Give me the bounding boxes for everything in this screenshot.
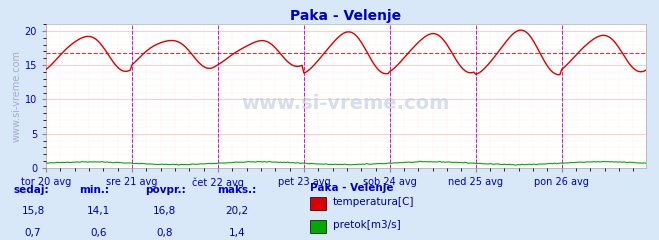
Text: 14,1: 14,1 bbox=[87, 206, 111, 216]
Text: sedaj:: sedaj: bbox=[13, 185, 49, 195]
Text: 15,8: 15,8 bbox=[21, 206, 45, 216]
Text: 0,8: 0,8 bbox=[156, 228, 173, 238]
Text: 1,4: 1,4 bbox=[229, 228, 246, 238]
Text: 0,6: 0,6 bbox=[90, 228, 107, 238]
Text: www.si-vreme.com: www.si-vreme.com bbox=[242, 94, 450, 113]
Text: 20,2: 20,2 bbox=[225, 206, 249, 216]
Text: povpr.:: povpr.: bbox=[145, 185, 186, 195]
Text: pretok[m3/s]: pretok[m3/s] bbox=[333, 220, 401, 229]
Text: min.:: min.: bbox=[79, 185, 109, 195]
Text: 0,7: 0,7 bbox=[24, 228, 42, 238]
Title: Paka - Velenje: Paka - Velenje bbox=[291, 9, 401, 23]
Text: 16,8: 16,8 bbox=[153, 206, 177, 216]
FancyBboxPatch shape bbox=[310, 197, 326, 210]
FancyBboxPatch shape bbox=[310, 220, 326, 233]
Y-axis label: www.si-vreme.com: www.si-vreme.com bbox=[12, 50, 22, 142]
Text: Paka - Velenje: Paka - Velenje bbox=[310, 183, 393, 193]
Text: temperatura[C]: temperatura[C] bbox=[333, 197, 415, 207]
Text: maks.:: maks.: bbox=[217, 185, 257, 195]
